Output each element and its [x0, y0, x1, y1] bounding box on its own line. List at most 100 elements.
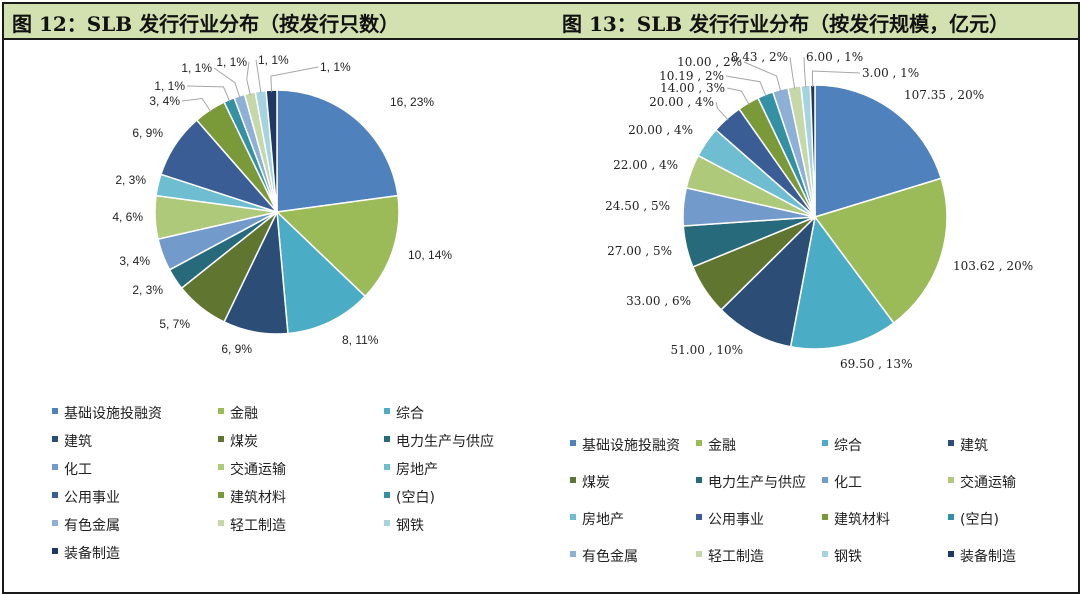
- legend-swatch-5: [570, 477, 576, 483]
- pie-chart-by-amount: 107.35 , 20% 103.62 , 20% 69.50 , 13% 51.00…: [605, 50, 1033, 371]
- legend-label-1: 基础设施投融资: [582, 437, 680, 454]
- legend-label-14: 轻工制造: [230, 518, 286, 534]
- legend-label-3: 综合: [396, 406, 424, 422]
- legend-label-12: (空白): [396, 490, 435, 506]
- legend-label-16: 装备制造: [960, 548, 1016, 565]
- legend-label-9: 房地产: [582, 512, 624, 528]
- data-label-16: 1, 1%: [320, 60, 351, 74]
- legend-swatch-7: [52, 464, 58, 470]
- legend-swatch-16: [948, 551, 954, 557]
- pie-slice-2: [275, 194, 400, 298]
- legend-label-14: 轻工制造: [708, 549, 764, 565]
- legend-swatch-8: [218, 464, 224, 470]
- leader-line-13: [743, 61, 782, 92]
- legend-label-15: 钢铁: [396, 518, 424, 534]
- legend-swatch-1: [570, 440, 576, 446]
- legend-swatch-15: [384, 520, 390, 526]
- data-label-13: 1, 1%: [181, 61, 212, 75]
- legend-swatch-9: [384, 464, 390, 470]
- legend-swatch-12: [948, 514, 954, 520]
- data-label-2: 10, 14%: [408, 248, 452, 262]
- data-label-7: 3, 4%: [119, 254, 150, 268]
- left-chart-title: 图 12：SLB 发行行业分布（按发行只数）: [12, 12, 400, 36]
- data-label-6: 27.00 , 5%: [607, 244, 672, 258]
- data-label-2: 103.62 , 20%: [953, 259, 1033, 273]
- data-label-10: 20.00 , 4%: [649, 95, 714, 109]
- legend-swatch-11: [218, 492, 224, 498]
- pie-slice-1: [276, 89, 399, 213]
- legend-label-8: 交通运输: [960, 474, 1016, 491]
- data-label-8: 22.00 , 4%: [613, 158, 678, 172]
- data-label-8: 4, 6%: [112, 210, 143, 224]
- data-label-14: 8.43 , 2%: [731, 50, 788, 64]
- legend-swatch-10: [52, 492, 58, 498]
- legend-swatch-12: [384, 492, 390, 498]
- pie-slice-3: [276, 210, 367, 335]
- legend-label-1: 基础设施投融资: [64, 405, 162, 422]
- data-label-15: 1, 1%: [258, 53, 289, 67]
- legend-swatch-4: [948, 440, 954, 446]
- legend-label-13: 有色金属: [64, 517, 120, 534]
- data-label-14: 1, 1%: [216, 55, 247, 69]
- leader-line-14: [246, 61, 251, 96]
- legend-label-7: 化工: [64, 462, 92, 478]
- legend-label-4: 建筑: [960, 438, 988, 454]
- leader-line-15: [803, 56, 807, 88]
- pie-chart-by-count: 16, 23% 10, 14% 8, 11% 6, 9% 5, 7% 2, 3% 3, 4%…: [112, 53, 452, 356]
- pie-slice-3: [789, 215, 895, 350]
- legend-swatch-3: [384, 408, 390, 414]
- legend-swatch-3: [822, 440, 828, 446]
- legend-label-16: 装备制造: [64, 545, 120, 562]
- legend-swatch-8: [948, 477, 954, 483]
- pie-slice-1: [814, 84, 943, 219]
- legend-swatch-2: [218, 408, 224, 414]
- legend-label-9: 房地产: [396, 462, 438, 478]
- leader-line-16: [270, 66, 319, 93]
- data-label-7: 24.50 , 5%: [605, 199, 670, 213]
- legend-label-8: 交通运输: [230, 461, 286, 478]
- legend-swatch-13: [52, 520, 58, 526]
- legend-swatch-9: [570, 514, 576, 520]
- leader-line-10: [715, 101, 729, 121]
- data-label-13: 10.00 , 2%: [677, 55, 742, 69]
- legend-label-4: 建筑: [64, 434, 92, 450]
- legend-label-10: 公用事业: [708, 512, 764, 528]
- data-label-11: 14.00 , 3%: [660, 81, 725, 95]
- legend-swatch-15: [822, 551, 828, 557]
- legend-label-11: 建筑材料: [230, 490, 286, 506]
- data-label-1: 16, 23%: [390, 95, 434, 109]
- data-label-15: 6.00 , 1%: [806, 50, 863, 64]
- legend-swatch-14: [696, 551, 702, 557]
- legend-label-13: 有色金属: [582, 548, 638, 565]
- data-label-3: 8, 11%: [342, 333, 379, 347]
- data-label-16: 3.00 , 1%: [862, 66, 919, 80]
- legend-label-2: 金融: [230, 406, 258, 422]
- data-label-10: 6, 9%: [132, 126, 163, 140]
- data-label-4: 6, 9%: [221, 342, 252, 356]
- data-label-4: 51.00 , 10%: [671, 343, 743, 357]
- legend-swatch-16: [52, 548, 58, 554]
- data-label-5: 33.00 , 6%: [626, 294, 691, 308]
- legend-swatch-6: [384, 436, 390, 442]
- legend-swatch-5: [218, 436, 224, 442]
- title-bar: 图 12：SLB 发行行业分布（按发行只数） 图 13：SLB 发行行业分布（按…: [4, 4, 1078, 40]
- legend-swatch-11: [822, 514, 828, 520]
- data-label-9: 20.00 , 4%: [628, 123, 693, 137]
- data-label-11: 3, 4%: [149, 94, 180, 108]
- pie-slice-2: [813, 177, 948, 325]
- legend-label-10: 公用事业: [64, 490, 120, 506]
- legend-swatch-10: [696, 514, 702, 520]
- legend-label-5: 煤炭: [230, 434, 258, 450]
- leader-line-11: [726, 87, 750, 106]
- legend-swatch-14: [218, 520, 224, 526]
- legend-swatch-2: [696, 440, 702, 446]
- leader-line-12: [725, 75, 767, 97]
- leader-line-15: [255, 59, 262, 94]
- legend-label-6: 电力生产与供应: [708, 474, 806, 491]
- legend-label-3: 综合: [834, 438, 862, 454]
- data-label-6: 2, 3%: [132, 283, 163, 297]
- leader-line-13: [213, 67, 241, 99]
- data-label-5: 5, 7%: [159, 317, 190, 331]
